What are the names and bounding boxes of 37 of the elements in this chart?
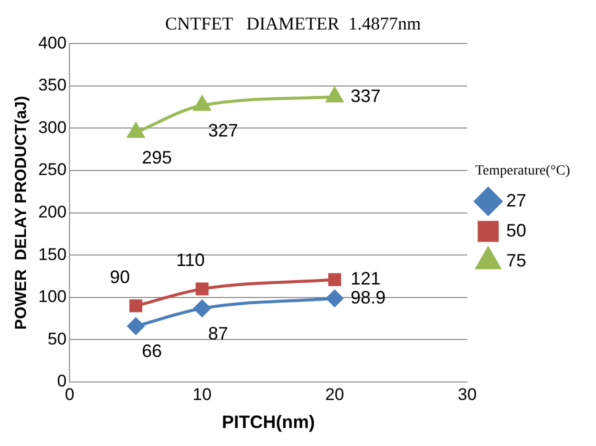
y-tick-label: 50 [48, 329, 67, 348]
data-label: 337 [350, 86, 381, 106]
y-tick-label: 250 [38, 160, 67, 180]
y-tick-label: 0 [57, 372, 67, 391]
y-axis-title: POWER DELAY PRODUCT(aJ) [13, 96, 30, 330]
legend-label: 50 [506, 220, 526, 240]
x-axis-title: PITCH(nm) [222, 412, 315, 432]
x-tick-label: 20 [325, 384, 344, 404]
data-label: 121 [350, 268, 381, 289]
data-label: 90 [110, 266, 130, 287]
y-tick-label: 400 [38, 33, 67, 52]
point [326, 290, 344, 307]
point [129, 299, 142, 312]
point [326, 87, 344, 102]
data-label: 327 [208, 120, 238, 140]
y-tick-label: 200 [38, 202, 67, 222]
point [328, 273, 342, 286]
data-label: 87 [208, 323, 228, 344]
x-tick-label: 30 [458, 384, 477, 404]
data-label: 295 [142, 147, 172, 168]
x-tick-label: 10 [192, 384, 212, 404]
data-label: 66 [142, 341, 162, 362]
point [127, 318, 144, 335]
y-tick-label: 100 [38, 287, 67, 306]
data-label: 98.9 [350, 287, 386, 308]
point [127, 122, 144, 138]
legend-label: 27 [506, 190, 526, 210]
point [194, 300, 211, 317]
point [196, 282, 209, 296]
data-label: 110 [176, 250, 205, 270]
legend-title: Temperature(°C) [475, 163, 570, 178]
legend-label: 75 [506, 250, 526, 270]
chart-title: CNTFET DIAMETER 1.4877nm [165, 14, 421, 34]
point [194, 96, 211, 111]
y-tick-label: 150 [38, 244, 67, 264]
y-tick-label: 350 [38, 76, 67, 95]
y-tick-label: 300 [38, 118, 67, 137]
